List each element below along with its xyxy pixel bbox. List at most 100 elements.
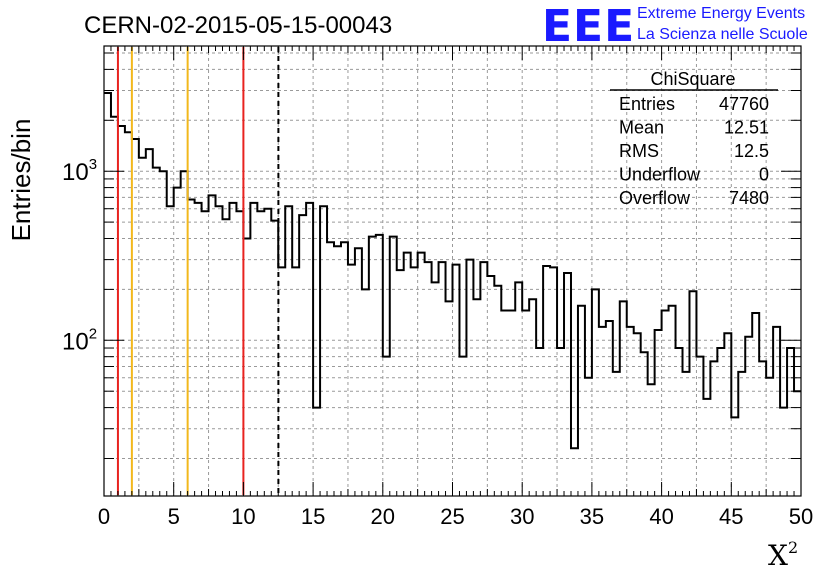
stats-label: Overflow xyxy=(619,188,691,208)
histogram-bin xyxy=(689,291,696,496)
histogram-bin xyxy=(439,262,446,496)
histogram-bin xyxy=(111,117,118,496)
histogram-bin xyxy=(787,348,794,496)
stats-value: 7480 xyxy=(729,188,769,208)
histogram-bin xyxy=(327,242,334,496)
histogram-bin xyxy=(501,311,508,496)
x-tick-label: 25 xyxy=(440,504,464,529)
histogram-bin xyxy=(794,391,801,496)
y-axis-title: Entries/bin xyxy=(6,119,36,242)
histogram-bin xyxy=(766,378,773,496)
eee-logo: EEE Extreme Energy Events La Scienza nel… xyxy=(542,1,808,52)
histogram-bin xyxy=(271,221,278,496)
x-tick-label: 5 xyxy=(168,504,180,529)
histogram-bin xyxy=(627,327,634,496)
histogram-bin xyxy=(641,352,648,496)
y-tick-label-base: 10 xyxy=(62,159,89,186)
histogram-bin xyxy=(195,203,202,496)
histogram-bin xyxy=(299,215,306,496)
stats-value: 12.51 xyxy=(724,118,769,138)
histogram-bin xyxy=(425,262,432,496)
histogram-bin xyxy=(257,211,264,496)
histogram-bin xyxy=(508,311,515,496)
histogram-bin xyxy=(606,321,613,496)
x-tick-label: 20 xyxy=(371,504,395,529)
histogram-bin xyxy=(578,306,585,496)
histogram-bin xyxy=(264,209,271,496)
histogram-bin xyxy=(522,311,529,496)
histogram-bin xyxy=(669,306,676,496)
y-tick-label: 102 xyxy=(62,325,97,355)
x-axis-title-base: X xyxy=(768,539,788,572)
histogram-outline xyxy=(104,92,801,450)
histogram-bin xyxy=(487,276,494,496)
histogram-bin xyxy=(132,139,139,496)
y-tick-label-base: 10 xyxy=(62,328,89,355)
histogram-bin xyxy=(341,242,348,496)
histogram-bin xyxy=(320,206,327,496)
histogram-bin xyxy=(306,203,313,496)
histogram-bin xyxy=(432,282,439,496)
y-tick-label-exp: 3 xyxy=(89,156,97,173)
x-axis-title: X2 xyxy=(768,538,798,572)
histogram-bin xyxy=(446,301,453,496)
histogram-bin xyxy=(662,311,669,496)
stats-label: RMS xyxy=(619,141,659,161)
histogram-bin xyxy=(243,238,250,496)
histogram-bin xyxy=(236,211,243,496)
histogram-bin xyxy=(202,211,209,496)
histogram-bin xyxy=(655,330,662,496)
histogram-bin xyxy=(362,289,369,496)
histogram-bin xyxy=(745,337,752,496)
histogram-bin xyxy=(229,203,236,496)
histogram-bin xyxy=(717,348,724,496)
histogram-bin xyxy=(216,206,223,496)
histogram-bin xyxy=(648,384,655,496)
histogram-bin xyxy=(592,289,599,496)
histogram-bin xyxy=(146,149,153,496)
stats-box: ChiSquare Entries 47760 Mean 12.51 RMS 12.5 Un… xyxy=(610,69,778,208)
histogram-bin xyxy=(613,372,620,496)
stats-label: Mean xyxy=(619,118,664,138)
histogram-bin xyxy=(557,348,564,496)
histogram-bin xyxy=(585,378,592,496)
x-tick-label: 40 xyxy=(649,504,673,529)
histogram-bin xyxy=(250,203,257,496)
histogram-bin xyxy=(181,171,188,496)
histogram-bin xyxy=(634,333,641,496)
stats-title: ChiSquare xyxy=(650,69,735,89)
stats-rows: Entries 47760 Mean 12.51 RMS 12.5 Underflow 0 Ov… xyxy=(619,94,769,208)
histogram-bin xyxy=(683,372,690,496)
stats-value: 12.5 xyxy=(734,141,769,161)
histogram-bin xyxy=(397,270,404,496)
histogram-bin xyxy=(153,168,160,496)
stats-value: 0 xyxy=(759,165,769,185)
x-tick-label: 10 xyxy=(231,504,255,529)
stats-label: Underflow xyxy=(619,165,701,185)
x-tick-label: 50 xyxy=(789,504,813,529)
stats-value: 47760 xyxy=(719,94,769,114)
cut-lines xyxy=(116,47,280,495)
histogram-bin xyxy=(515,282,522,496)
histogram-bin xyxy=(160,171,167,496)
x-tick-label: 30 xyxy=(510,504,534,529)
histogram-bin xyxy=(292,267,299,496)
axis-ticks xyxy=(103,46,802,496)
eee-logo-text: EEE xyxy=(542,1,635,52)
histogram-bin xyxy=(313,408,320,496)
histogram-bin xyxy=(571,448,578,496)
y-tick-label: 103 xyxy=(62,156,97,186)
histogram-bin xyxy=(703,399,710,496)
histogram-bin xyxy=(773,327,780,496)
x-tick-labels: 0 5 10 15 20 25 30 35 40 45 50 xyxy=(98,504,813,529)
histogram-bin xyxy=(473,299,480,496)
histogram-bin xyxy=(411,267,418,496)
histogram-bin xyxy=(550,267,557,496)
y-tick-label-exp: 2 xyxy=(89,325,97,342)
x-tick-label: 45 xyxy=(719,504,743,529)
x-tick-label: 0 xyxy=(98,504,110,529)
x-axis-title-sup: 2 xyxy=(788,538,798,557)
stats-label: Entries xyxy=(619,94,675,114)
